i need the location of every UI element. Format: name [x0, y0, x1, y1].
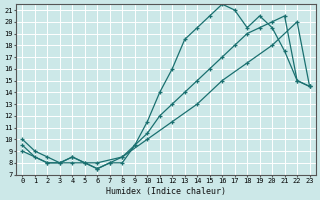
X-axis label: Humidex (Indice chaleur): Humidex (Indice chaleur): [106, 187, 226, 196]
